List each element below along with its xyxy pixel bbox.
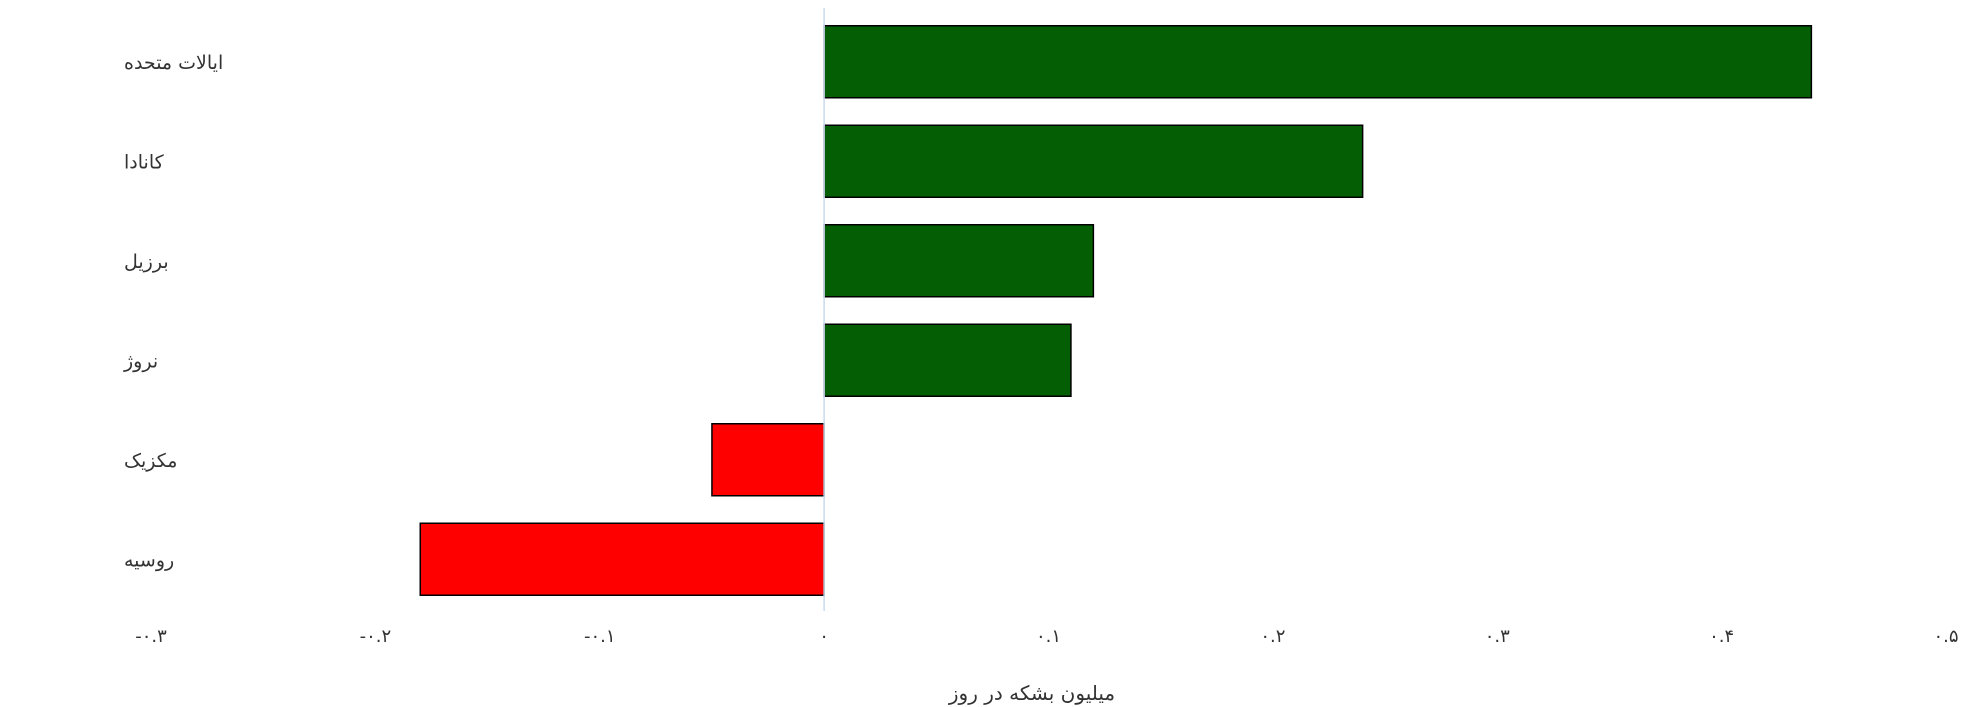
bar-0: [823, 25, 1813, 99]
bar-1: [823, 124, 1364, 198]
bars-layer: [419, 25, 1813, 596]
category-label: برزیل: [124, 251, 169, 273]
category-label: روسیه: [124, 549, 174, 571]
x-tick-label: -۰.۱: [584, 626, 616, 647]
bar-4: [711, 423, 825, 497]
x-tick-label: ۰: [819, 626, 829, 647]
x-tick-label: ۰.۱: [1036, 626, 1061, 647]
x-tick-labels: -۰.۳ -۰.۲ -۰.۱ ۰ ۰.۱ ۰.۲ ۰.۳ ۰.۴ ۰.۵: [135, 626, 1958, 647]
bar-5: [419, 522, 825, 596]
category-label: ایالات متحده: [124, 52, 223, 74]
x-axis-title: میلیون بشکه در روز: [948, 681, 1115, 705]
bar-3: [823, 323, 1072, 397]
category-label: مکزیک: [124, 450, 177, 472]
x-tick-label: ۰.۵: [1933, 626, 1958, 647]
category-label: نروژ: [123, 350, 158, 372]
bar-2: [823, 224, 1095, 298]
x-tick-label: ۰.۴: [1709, 626, 1734, 647]
x-tick-label: ۰.۲: [1260, 626, 1285, 647]
category-label: کانادا: [124, 151, 165, 173]
x-tick-label: -۰.۳: [135, 626, 167, 647]
category-labels: ایالات متحده کانادا برزیل نروژ مکزیک روسیه: [123, 52, 223, 572]
x-tick-label: -۰.۲: [360, 626, 392, 647]
x-tick-label: ۰.۳: [1485, 626, 1510, 647]
